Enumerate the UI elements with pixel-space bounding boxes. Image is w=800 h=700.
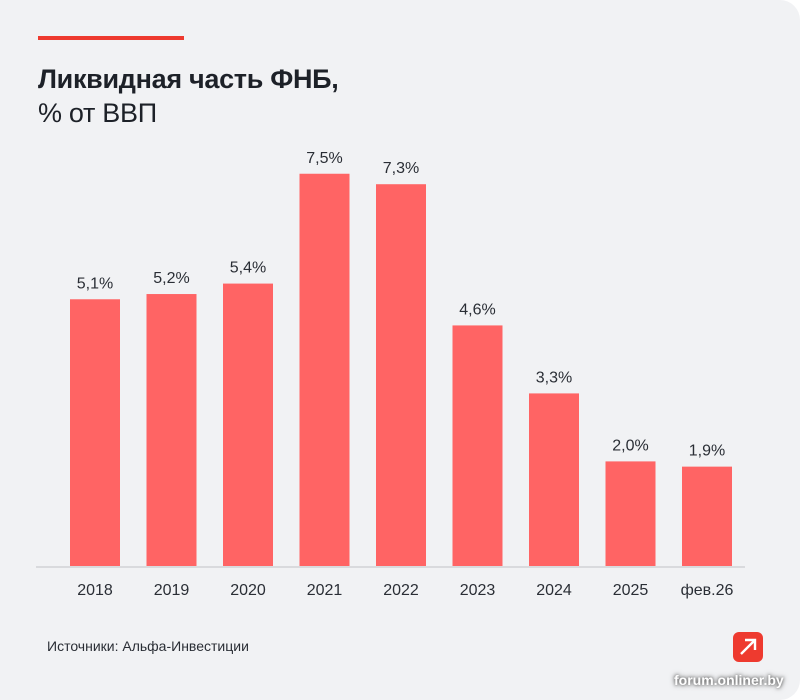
bar-2019	[146, 294, 197, 566]
value-label: 3,3%	[536, 369, 572, 386]
value-label: 5,2%	[153, 270, 189, 287]
accent-line	[38, 36, 184, 40]
source-note: Источники: Альфа-Инвестиции	[47, 638, 249, 654]
category-label: 2022	[383, 582, 419, 599]
arrow-up-right-icon	[733, 632, 763, 662]
value-label: 4,6%	[459, 301, 495, 318]
chart-title: Ликвидная часть ФНБ,	[38, 64, 339, 94]
category-label: фев.26	[681, 582, 734, 599]
bar-фев.26	[682, 466, 732, 566]
value-label: 5,1%	[77, 275, 113, 292]
bar-2024	[529, 393, 579, 566]
category-label: 2020	[230, 582, 266, 599]
bar-2018	[70, 299, 120, 566]
bar-2023	[452, 325, 503, 566]
value-label: 2,0%	[612, 437, 648, 454]
bar-2020	[223, 283, 273, 566]
watermark: forum.onliner.by	[674, 672, 784, 688]
bar-2021	[299, 173, 350, 566]
chart-subtitle: % от ВВП	[38, 98, 157, 128]
bar-2025	[605, 461, 656, 566]
category-label: 2019	[154, 582, 190, 599]
category-label: 2021	[307, 582, 343, 599]
value-label: 7,3%	[383, 160, 419, 177]
category-label: 2018	[77, 582, 113, 599]
category-label: 2024	[536, 582, 572, 599]
category-label: 2023	[460, 582, 496, 599]
bar-2022	[376, 184, 426, 566]
value-label: 1,9%	[689, 443, 725, 460]
category-label: 2025	[613, 582, 649, 599]
value-label: 7,5%	[306, 150, 342, 167]
value-label: 5,4%	[230, 260, 266, 277]
category-labels-group: 2018 2019 2020 2021 2022 2023 2024 2025 фев.26	[77, 582, 733, 599]
bars-group	[70, 173, 732, 566]
value-labels-group: 5,1% 5,2% 5,4% 7,5% 7,3% 4,6% 3,3% 2,0% 1,9%	[77, 150, 725, 460]
